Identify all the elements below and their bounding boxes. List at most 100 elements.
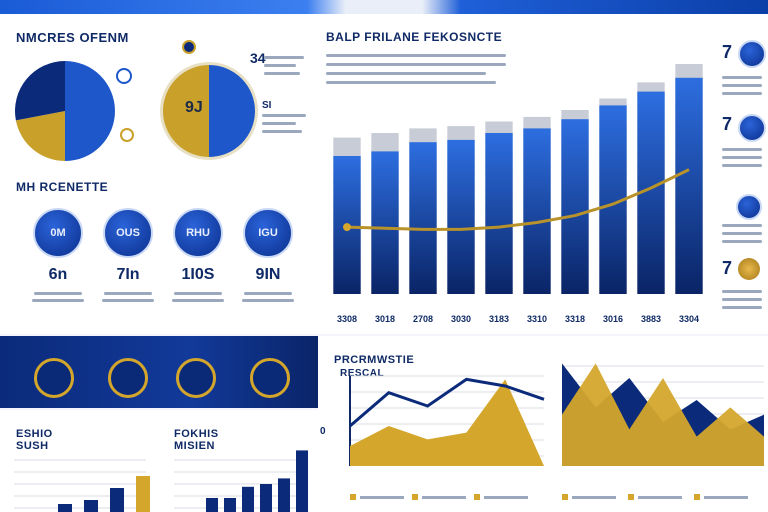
pie-icon xyxy=(116,68,132,84)
stat-item: IGU 9IN xyxy=(238,208,298,302)
bar-chart-text-block xyxy=(326,54,506,84)
ring-icon xyxy=(250,358,290,398)
bar-chart: 3308 3018 2708 3030 3183 3310 3318 3016 3883 3304 xyxy=(333,64,703,324)
bottom-right-panel: PRCRMWSTIE RESCAL 0 xyxy=(318,336,768,512)
feature-band xyxy=(0,336,318,408)
legend-swatch xyxy=(628,494,634,500)
stat-item: RHU 1I0S xyxy=(168,208,228,302)
legend-text-line xyxy=(572,496,616,499)
top-accent-bar xyxy=(0,0,768,14)
chart1-title: ESHIO SUSH xyxy=(16,428,53,452)
ring-pin xyxy=(182,40,196,54)
tick-label: 3883 xyxy=(641,314,661,324)
legend-text-line xyxy=(484,496,528,499)
area-chart-1 xyxy=(349,375,545,500)
shield-icon xyxy=(738,40,766,68)
small-bar-chart-1 xyxy=(14,459,150,512)
area-chart-2 xyxy=(562,363,764,500)
coin-icon xyxy=(738,258,760,280)
ring-value: 9J xyxy=(185,99,203,116)
trend-line xyxy=(346,168,690,231)
ring-icon xyxy=(176,358,216,398)
stat-circle: 0M xyxy=(33,208,83,258)
area xyxy=(562,363,764,466)
stat-value: 1I0S xyxy=(181,266,215,283)
bar xyxy=(409,142,437,294)
stat-value: 6n xyxy=(48,266,68,283)
ring-icon xyxy=(34,358,74,398)
side-number: 7 xyxy=(722,42,733,62)
area xyxy=(350,379,544,466)
area-chart-subtitle: RESCAL xyxy=(340,368,385,379)
bar xyxy=(110,488,124,512)
tick-label: 2708 xyxy=(413,314,433,324)
tick-label: 3016 xyxy=(603,314,623,324)
bar xyxy=(206,498,218,512)
bar xyxy=(523,128,551,294)
bar xyxy=(371,151,399,294)
bar xyxy=(561,119,589,294)
bar xyxy=(296,450,308,512)
area-chart-title: PRCRMWSTIE xyxy=(334,354,415,366)
bar xyxy=(278,478,290,512)
legend-swatch xyxy=(694,494,700,500)
bottom-left-panel: ESHIO SUSH FOKHIS MISIEN xyxy=(0,410,318,512)
stat-value: 7In xyxy=(116,266,140,283)
bar-chart-panel: BALP FRILANE FEKOSNCTE 3308 3018 2708 3030 3… xyxy=(318,14,768,334)
tick-label: 3308 xyxy=(337,314,357,324)
stat-item: OUS 7In xyxy=(98,208,158,302)
pie-badge-number: 34 xyxy=(250,50,266,66)
ring-label: SI xyxy=(262,100,272,111)
pie-slice xyxy=(65,61,115,161)
bar xyxy=(224,498,236,512)
stat-item: 0M 6n xyxy=(28,208,88,302)
left-top-panel: NMCRES OFENM 9J 34 SI MH RCENETTE 0M 6n … xyxy=(0,14,318,334)
bar xyxy=(242,486,254,512)
tick-label: 3030 xyxy=(451,314,471,324)
stat-circle: IGU xyxy=(243,208,293,258)
coin-icon xyxy=(120,128,134,142)
pie-slice xyxy=(14,61,65,121)
bar xyxy=(485,133,513,294)
section-title: MH RCENETTE xyxy=(16,180,109,194)
shield-icon xyxy=(738,114,766,142)
ring-chart: 9J xyxy=(160,62,258,160)
bar xyxy=(260,484,272,512)
pie-chart xyxy=(14,61,115,161)
bar xyxy=(84,500,98,512)
legend-text-line xyxy=(422,496,466,499)
legend-swatch xyxy=(412,494,418,500)
line xyxy=(349,377,545,428)
legend-text-line xyxy=(704,496,748,499)
chart2-title: FOKHIS MISIEN xyxy=(174,428,219,452)
bar xyxy=(136,476,150,512)
stat-circle: RHU xyxy=(173,208,223,258)
tick-label: 3183 xyxy=(489,314,509,324)
legend-swatch xyxy=(350,494,356,500)
legend-text-line xyxy=(360,496,404,499)
tick-label: 3310 xyxy=(527,314,547,324)
panel-title: NMCRES OFENM xyxy=(16,30,129,45)
trend-point xyxy=(343,223,351,232)
ring-icon xyxy=(108,358,148,398)
tick-label: 3018 xyxy=(375,314,395,324)
axis-value: 0 xyxy=(320,426,326,437)
legend-swatch xyxy=(562,494,568,500)
bar xyxy=(447,139,475,294)
side-number: 7 xyxy=(722,258,733,278)
tick-label: 3318 xyxy=(565,314,585,324)
side-number: 7 xyxy=(722,114,733,134)
small-bar-chart-2 xyxy=(174,450,308,512)
pie-slice xyxy=(15,111,66,161)
legend-swatch xyxy=(474,494,480,500)
ring-text-block xyxy=(262,114,306,133)
bar xyxy=(58,504,72,512)
legend-text-line xyxy=(638,496,682,499)
stat-circle: OUS xyxy=(103,208,153,258)
stat-value: 9IN xyxy=(255,266,281,283)
bar xyxy=(675,77,703,294)
drop-icon xyxy=(736,194,762,220)
tick-label: 3304 xyxy=(679,314,699,324)
bar-chart-title: BALP FRILANE FEKOSNCTE xyxy=(326,30,503,44)
stat-text-block xyxy=(264,56,304,75)
